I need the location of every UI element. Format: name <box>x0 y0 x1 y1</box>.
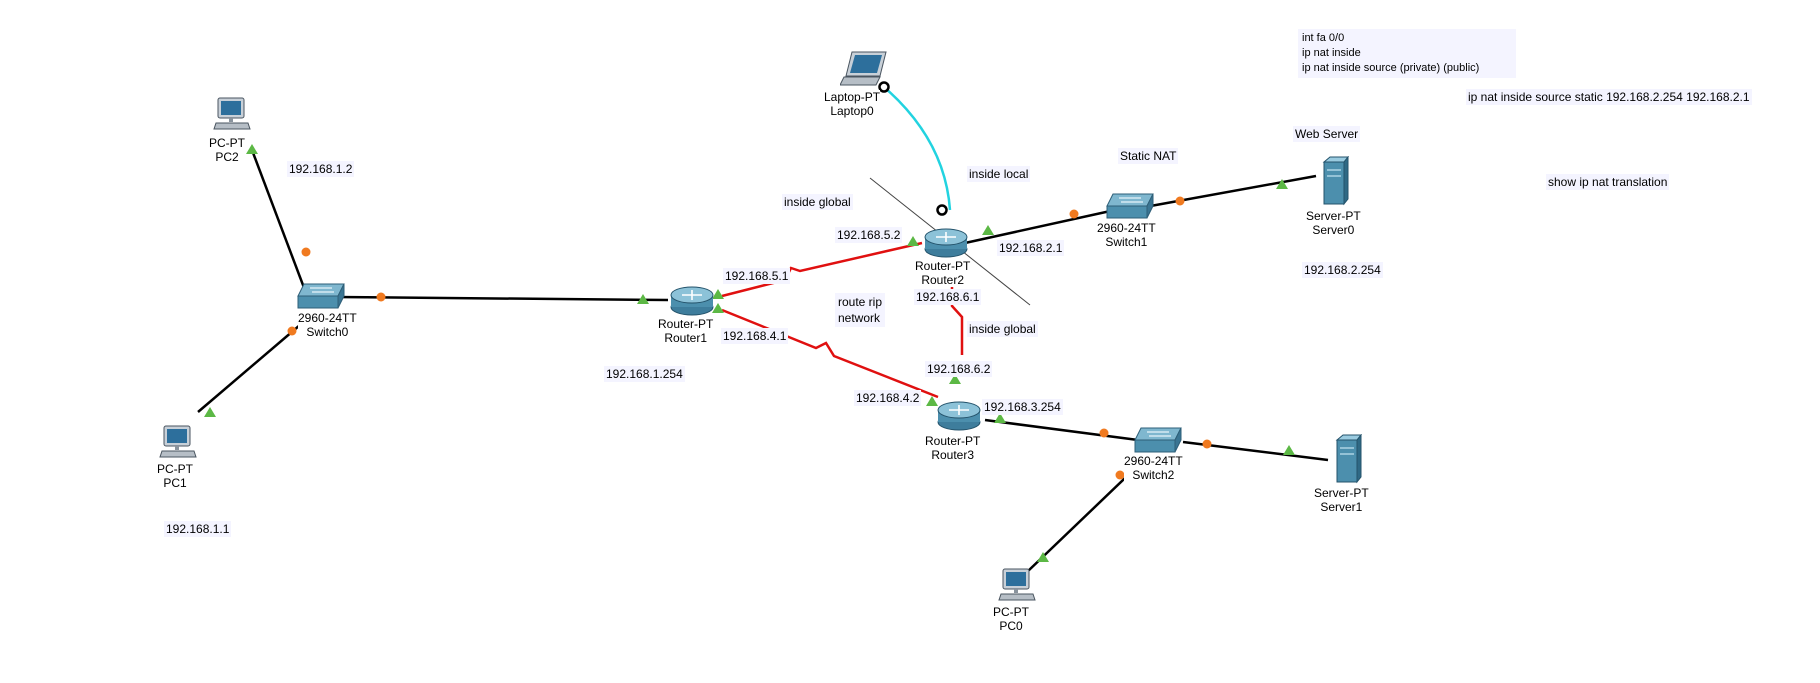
pc0-desktop-icon[interactable] <box>997 568 1037 602</box>
route-rip-line2: network <box>838 311 881 325</box>
switch0-model: 2960-24TT <box>298 311 357 325</box>
web-server-note[interactable]: Web Server <box>1293 126 1361 142</box>
show-ip-nat-note[interactable]: show ip nat translation <box>1546 174 1670 190</box>
console-end-laptop-marker <box>878 81 890 93</box>
router3-lan-ip-note[interactable]: 192.168.3.254 <box>982 399 1063 415</box>
server1-model: Server-PT <box>1314 486 1369 500</box>
pc1-ip-note[interactable]: 192.168.1.1 <box>164 521 232 537</box>
router1-serial-5-1-note[interactable]: 192.168.5.1 <box>723 268 791 284</box>
router1-router-icon[interactable] <box>668 283 716 317</box>
static-nat-command-note[interactable]: ip nat inside source static 192.168.2.25… <box>1466 89 1752 105</box>
switch0-switch-icon[interactable] <box>296 282 346 312</box>
link-switch1-server0[interactable] <box>1144 174 1317 209</box>
laptop0-name: Laptop0 <box>830 104 874 118</box>
server0-model: Server-PT <box>1306 209 1361 223</box>
inside-local-note[interactable]: inside local <box>967 166 1031 182</box>
link-laptop0-router2-console[interactable] <box>883 86 952 211</box>
laptop0-caption: Laptop-PT Laptop0 <box>824 90 881 118</box>
router2-model: Router-PT <box>915 259 971 273</box>
link-router1-router2-serial[interactable] <box>721 241 923 298</box>
router3-name: Router3 <box>931 448 975 462</box>
router2-lan-ip-note[interactable]: 192.168.2.1 <box>997 240 1065 256</box>
router1-caption: Router-PT Router1 <box>658 317 714 345</box>
router2-router-icon[interactable] <box>922 225 970 259</box>
server1-server-icon[interactable] <box>1335 434 1363 484</box>
switch2-switch-icon[interactable] <box>1133 426 1183 456</box>
switch1-caption: 2960-24TT Switch1 <box>1097 221 1156 249</box>
router3-caption: Router-PT Router3 <box>925 434 981 462</box>
link-router1-router3-serial[interactable] <box>721 308 939 399</box>
pc2-caption: PC-PT PC2 <box>209 136 245 164</box>
router2-caption: Router-PT Router2 <box>915 259 971 287</box>
nat-config-line1: int fa 0/0 <box>1302 32 1345 44</box>
router3-model: Router-PT <box>925 434 981 448</box>
server1-name: Server1 <box>1320 500 1363 514</box>
inside-global-note-top[interactable]: inside global <box>782 194 853 210</box>
laptop0-laptop-icon[interactable] <box>840 50 888 88</box>
router3-serial-6-2-note[interactable]: 192.168.6.2 <box>925 361 993 377</box>
pc1-model: PC-PT <box>157 462 193 476</box>
pc1-name: PC1 <box>163 476 187 490</box>
router1-name: Router1 <box>664 331 708 345</box>
router2-name: Router2 <box>921 273 965 287</box>
switch0-name: Switch0 <box>306 325 349 339</box>
port-dots <box>287 196 1212 480</box>
server1-caption: Server-PT Server1 <box>1314 486 1369 514</box>
route-rip-line1: route rip <box>838 295 883 309</box>
switch1-model: 2960-24TT <box>1097 221 1156 235</box>
switch1-switch-icon[interactable] <box>1105 192 1155 222</box>
switch0-caption: 2960-24TT Switch0 <box>298 311 357 339</box>
router1-model: Router-PT <box>658 317 714 331</box>
pc2-name: PC2 <box>215 150 239 164</box>
console-end-router-marker <box>936 204 948 216</box>
server0-caption: Server-PT Server0 <box>1306 209 1361 237</box>
route-rip-note[interactable]: route rip network <box>835 293 886 327</box>
router2-serial-6-1-note[interactable]: 192.168.6.1 <box>914 289 982 305</box>
pc2-desktop-icon[interactable] <box>212 97 252 131</box>
switch2-caption: 2960-24TT Switch2 <box>1124 454 1183 482</box>
pc0-name: PC0 <box>999 619 1023 633</box>
nat-config-note[interactable]: int fa 0/0 ip nat inside ip nat inside s… <box>1298 29 1516 78</box>
static-nat-note[interactable]: Static NAT <box>1118 148 1179 164</box>
link-switch0-router1[interactable] <box>334 295 669 302</box>
link-pc2-switch0[interactable] <box>250 149 308 294</box>
link-pc1-switch0[interactable] <box>197 324 301 413</box>
pc1-caption: PC-PT PC1 <box>157 462 193 490</box>
switch2-name: Switch2 <box>1132 468 1175 482</box>
router1-serial-4-1-note[interactable]: 192.168.4.1 <box>721 328 789 344</box>
server0-server-icon[interactable] <box>1322 156 1350 206</box>
switch2-model: 2960-24TT <box>1124 454 1183 468</box>
router1-lan-ip-note[interactable]: 192.168.1.254 <box>604 366 685 382</box>
switch1-name: Switch1 <box>1105 235 1148 249</box>
pc0-model: PC-PT <box>993 605 1029 619</box>
nat-config-line2: ip nat inside <box>1302 47 1361 59</box>
server0-ip-note[interactable]: 192.168.2.254 <box>1302 262 1383 278</box>
pc0-caption: PC-PT PC0 <box>993 605 1029 633</box>
router3-serial-4-2-note[interactable]: 192.168.4.2 <box>854 390 922 406</box>
pc1-desktop-icon[interactable] <box>158 425 198 459</box>
router3-router-icon[interactable] <box>935 398 983 432</box>
nat-config-line3: ip nat inside source (private) (public) <box>1302 62 1480 74</box>
router2-serial-5-2-note[interactable]: 192.168.5.2 <box>835 227 903 243</box>
link-router3-switch2[interactable] <box>984 418 1139 442</box>
laptop0-model: Laptop-PT <box>824 90 881 104</box>
pc2-ip-note[interactable]: 192.168.1.2 <box>287 161 355 177</box>
inside-global-note-bottom[interactable]: inside global <box>967 321 1038 337</box>
pc2-model: PC-PT <box>209 136 245 150</box>
link-router2-switch1[interactable] <box>964 208 1116 245</box>
server0-name: Server0 <box>1312 223 1355 237</box>
